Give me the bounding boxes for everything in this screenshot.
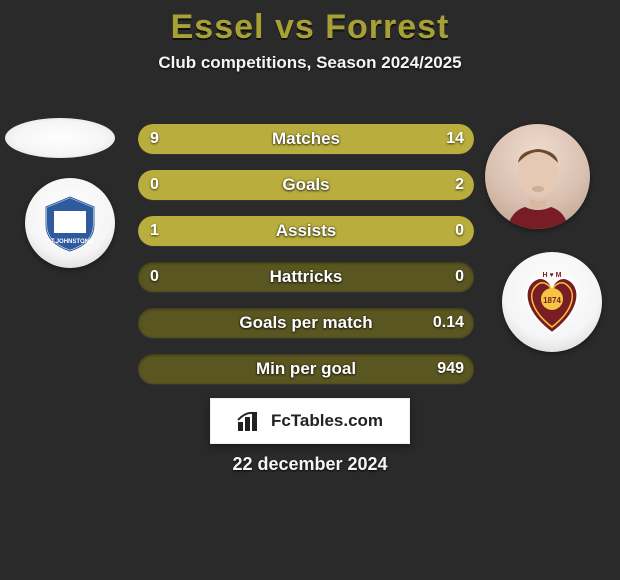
svg-text:H ♥ M: H ♥ M [543, 272, 562, 279]
fctables-label: FcTables.com [271, 411, 383, 431]
page-title: Essel vs Forrest [0, 8, 620, 47]
subtitle: Club competitions, Season 2024/2025 [0, 53, 620, 73]
stat-label: Hattricks [138, 262, 474, 292]
svg-text:ST.JOHNSTONE: ST.JOHNSTONE [47, 239, 93, 245]
stat-value-right: 14 [446, 124, 464, 154]
stat-row: 0 Hattricks 0 [138, 262, 474, 292]
hearts-badge-icon: 1874 H ♥ M [513, 263, 591, 341]
stat-value-right: 0.14 [433, 308, 464, 338]
svg-text:1874: 1874 [543, 296, 561, 305]
player2-club-badge: 1874 H ♥ M [502, 252, 602, 352]
player2-avatar [485, 124, 590, 229]
stat-value-right: 949 [437, 354, 464, 384]
stat-row: 0 Goals 2 [138, 170, 474, 200]
date-text: 22 december 2024 [0, 454, 620, 475]
stat-label: Assists [138, 216, 474, 246]
bar-chart-icon [237, 410, 265, 432]
player1-name: Essel [171, 8, 265, 46]
stat-label: Min per goal [138, 354, 474, 384]
stat-row: Min per goal 949 [138, 354, 474, 384]
comparison-infographic: Essel vs Forrest Club competitions, Seas… [0, 0, 620, 580]
player2-name: Forrest [325, 8, 449, 46]
vs-text: vs [275, 8, 315, 46]
fctables-badge[interactable]: FcTables.com [210, 398, 410, 444]
stat-label: Goals per match [138, 308, 474, 338]
player-headshot-icon [493, 139, 583, 229]
stats-panel: 9 Matches 14 0 Goals 2 1 Assists 0 0 Hat… [138, 124, 474, 400]
stat-row: 1 Assists 0 [138, 216, 474, 246]
st-johnstone-badge-icon: ST.JOHNSTONE [40, 193, 100, 253]
stat-label: Goals [138, 170, 474, 200]
stat-row: Goals per match 0.14 [138, 308, 474, 338]
stat-value-right: 0 [455, 262, 464, 292]
player1-avatar [5, 118, 115, 158]
player1-club-badge: ST.JOHNSTONE [25, 178, 115, 268]
stat-row: 9 Matches 14 [138, 124, 474, 154]
stat-value-right: 2 [455, 170, 464, 200]
stat-label: Matches [138, 124, 474, 154]
stat-value-right: 0 [455, 216, 464, 246]
